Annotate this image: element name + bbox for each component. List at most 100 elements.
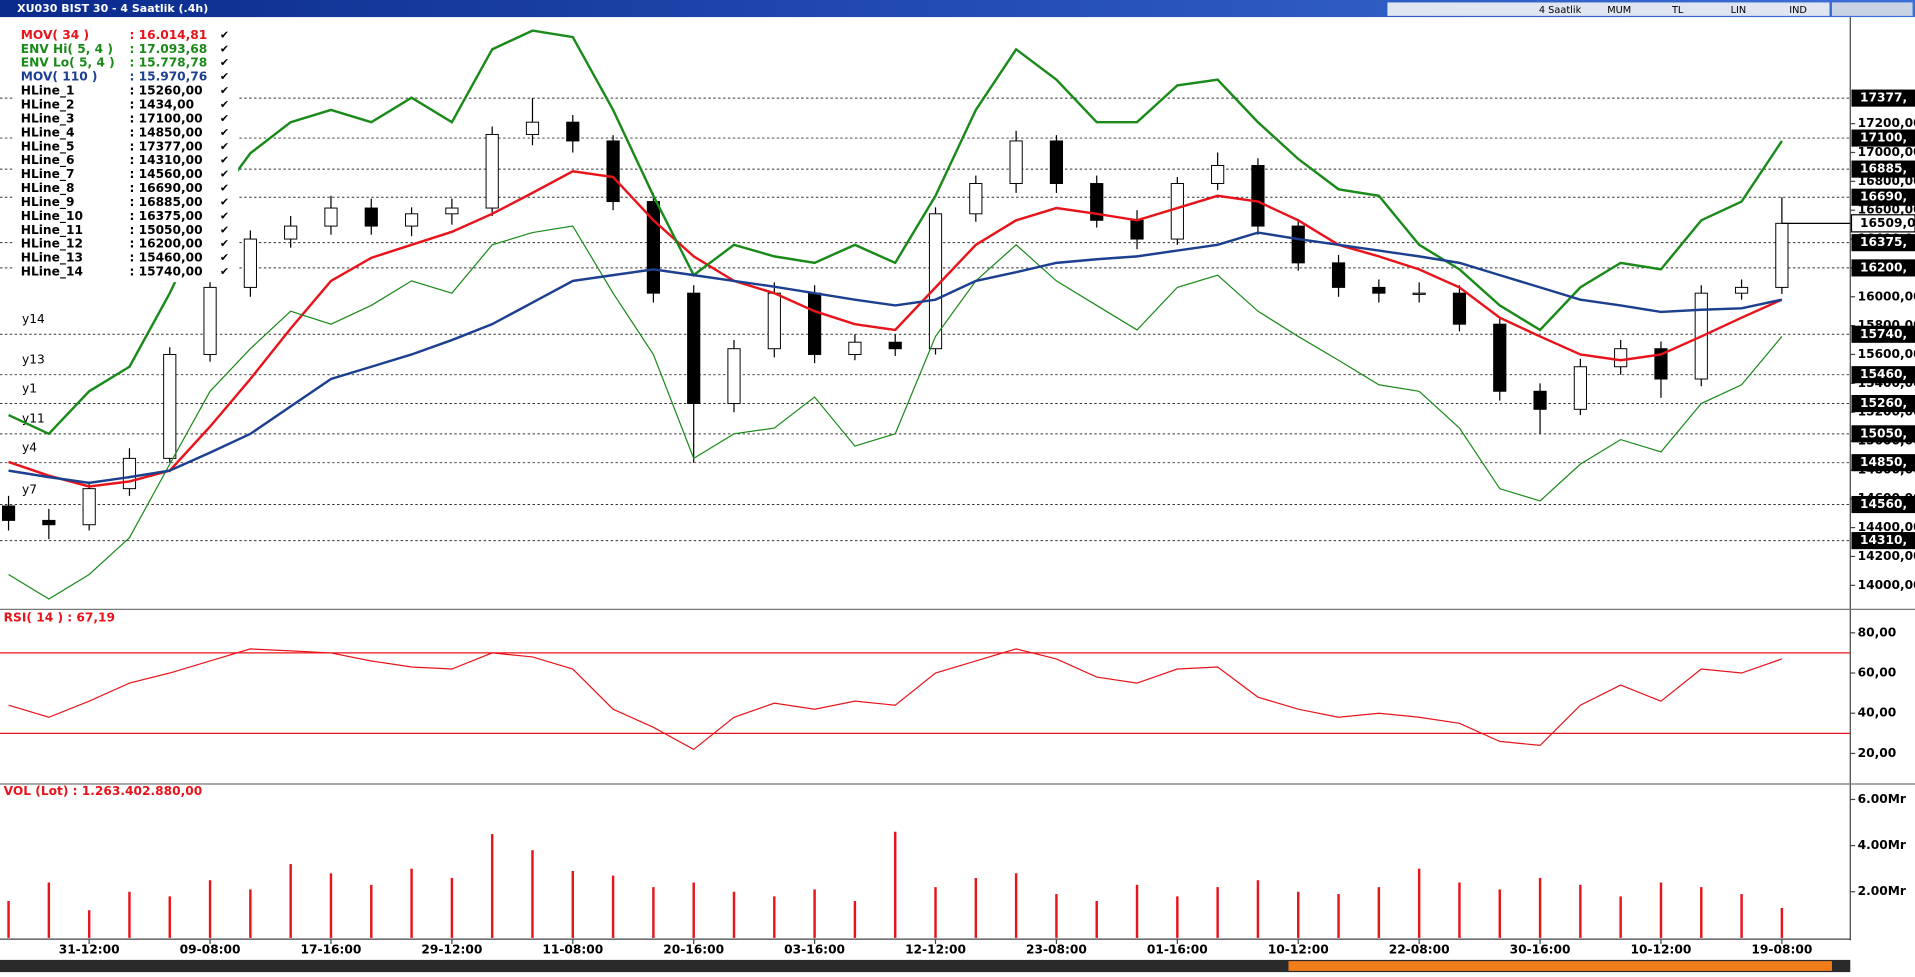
x-tick-label: 10-12:00 (1268, 943, 1329, 957)
hline-axis-label: 15260, (1860, 396, 1907, 410)
rsi-panel: 20,00 40,00 60,00 80,00 RSI( 14 ) : 67,19 (0, 610, 1897, 760)
x-tick-label: 22-08:00 (1389, 943, 1450, 957)
legend-value: : 17.093,68 (129, 42, 207, 56)
candle-body (1493, 323, 1507, 392)
indicator-line (8, 231, 1783, 485)
hline-axis-label: 15460, (1860, 367, 1907, 381)
toolbar-item[interactable]: LIN (1731, 5, 1747, 16)
hline-label-box (1851, 89, 1915, 107)
hline-axis-label: 15740, (1860, 327, 1907, 341)
legend: MOV( 34 ): 16.014,81 ✔ ENV Hi( 5, 4 ): 17.… (14, 25, 239, 283)
volume-bar (571, 870, 575, 938)
x-tick-label: 19-08:00 (1751, 943, 1812, 957)
volume-bar (208, 880, 212, 938)
legend-value: : 17100,00 (129, 111, 202, 125)
candle-body (1170, 183, 1184, 240)
candle-body (1090, 183, 1104, 221)
y-tick-label: 14200,00 (1858, 549, 1915, 563)
hline-label-box (1851, 366, 1915, 384)
candle-body (1211, 164, 1225, 185)
x-tick-label: 12-12:00 (905, 943, 966, 957)
legend-name: MOV( 34 ) (21, 28, 89, 42)
volume-bar (773, 896, 776, 938)
candle-body (888, 341, 902, 350)
volume-bar (1216, 887, 1219, 938)
volume-bar (450, 877, 454, 938)
toolbar-item[interactable]: MUM (1607, 5, 1631, 16)
volume-bar (692, 882, 695, 938)
window-buttons[interactable] (1831, 2, 1913, 16)
legend-check: ✔ (220, 70, 229, 83)
candle-body (969, 183, 983, 215)
y-tick-label: 40,00 (1858, 706, 1897, 720)
legend-name: ENV Lo( 5, 4 ) (21, 56, 115, 70)
toolbar-item[interactable]: 4 Saatlik (1539, 5, 1582, 16)
y-tick-label: 80,00 (1858, 625, 1897, 639)
volume-bar (410, 868, 413, 938)
candle-body (727, 348, 741, 405)
candle-body (808, 292, 822, 355)
y-tick-label: 16600,00 (1858, 203, 1915, 217)
legend-name: HLine_2 (21, 98, 75, 113)
toolbar-item[interactable]: IND (1789, 5, 1807, 16)
legend-check: ✔ (220, 265, 229, 278)
volume-bar (1377, 887, 1381, 938)
legend-value: : 16690,00 (129, 181, 202, 195)
toolbar[interactable] (1387, 2, 1830, 16)
legend-value: : 14850,00 (129, 125, 202, 139)
legend-name: HLine_11 (21, 223, 83, 238)
price-panel: 14000,0014200,0014400,0014600,0014800,00… (0, 29, 1915, 957)
y-tick-label: 4.00Mr (1858, 838, 1906, 852)
x-tick-label: 31-12:00 (59, 943, 120, 957)
candle-body (445, 207, 459, 215)
x-tick-label: 11-08:00 (542, 943, 603, 957)
volume-panel: 2.00Mr 4.00Mr 6.00Mr VOL (Lot) : 1.263.402.… (4, 784, 1906, 938)
x-tick-label: 10-12:00 (1631, 943, 1692, 957)
candle-body (1654, 348, 1668, 380)
candle-body (1049, 140, 1064, 185)
legend-value: : 14310,00 (129, 153, 202, 167)
legend-value: : 16200,00 (129, 237, 202, 251)
x-tick-label: 09-08:00 (180, 943, 241, 957)
volume-bar (1740, 894, 1743, 938)
y-tick-label: 17000,00 (1858, 145, 1915, 159)
y-tick-label: 6.00Mr (1858, 792, 1906, 806)
last-price-box (1850, 214, 1915, 233)
candle-body (1, 505, 16, 521)
y-tick-label: 17200,00 (1858, 116, 1915, 130)
hline-axis-label: 14310, (1860, 533, 1907, 547)
hline-axis-label: 14850, (1860, 455, 1907, 469)
volume-bar (87, 910, 91, 938)
y-tick-label: 14400,00 (1858, 520, 1915, 534)
candle-body (1573, 366, 1587, 410)
legend-value: : 16885,00 (129, 195, 202, 209)
legend-check: ✔ (220, 98, 229, 111)
last-price-label: 16509,0 (1860, 216, 1915, 230)
toolbar-item[interactable]: TL (1671, 5, 1684, 16)
legend-background (14, 25, 239, 283)
legend-check: ✔ (220, 140, 229, 153)
hline-axis-label: 15050, (1860, 426, 1907, 440)
hline-left-label: y11 (22, 412, 45, 426)
volume-bar (1095, 900, 1098, 938)
legend-name: HLine_9 (21, 195, 75, 210)
candle-body (1251, 164, 1265, 227)
volume-bar (1256, 880, 1260, 938)
y-tick-label: 14000,00 (1858, 578, 1915, 592)
volume-bar (1337, 894, 1340, 938)
volume-bar (853, 900, 857, 938)
legend-value: : 15.778,78 (129, 56, 207, 70)
panel-title: VOL (Lot) : 1.263.402.880,00 (4, 784, 203, 798)
x-tick-label: 03-16:00 (784, 943, 845, 957)
legend-value: : 15260,00 (129, 84, 202, 98)
candle-body (243, 238, 257, 288)
volume-bar (1297, 891, 1300, 938)
candle-body (1130, 219, 1144, 240)
candle-body (163, 353, 177, 459)
volume-bar (974, 877, 978, 938)
candle-body (42, 519, 56, 526)
scrollbar-thumb[interactable] (1288, 961, 1832, 971)
candle-body (203, 286, 217, 355)
